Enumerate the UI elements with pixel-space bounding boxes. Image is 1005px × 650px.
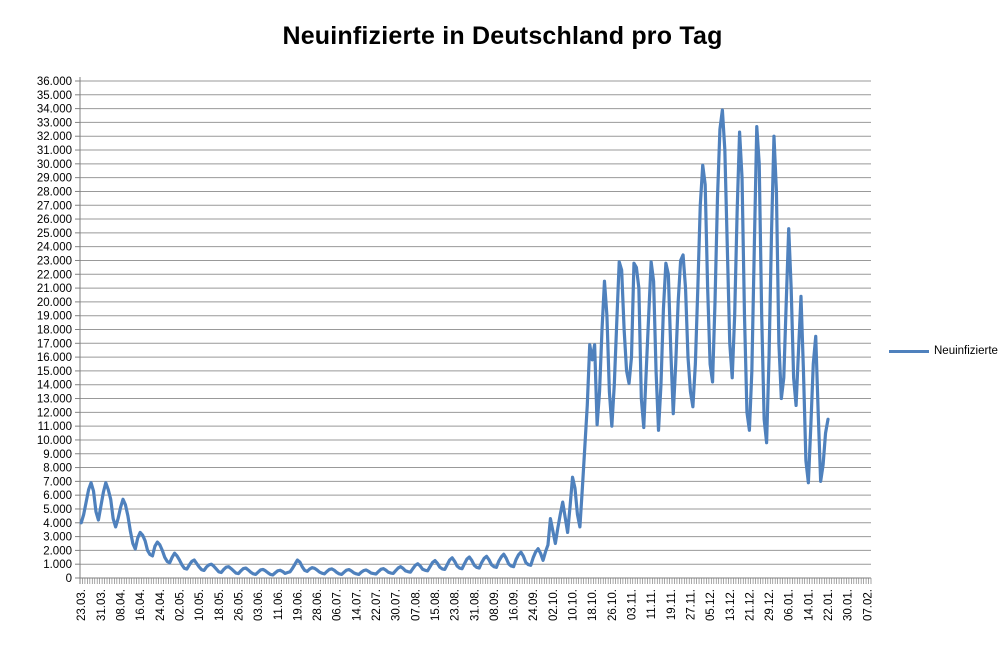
y-axis-label: 16.000 [37, 352, 72, 364]
x-axis-label: 14.07. [351, 589, 363, 621]
x-axis-label: 22.07. [371, 589, 383, 621]
x-axis-label: 03.06. [253, 589, 265, 621]
x-axis-label: 26.05. [233, 589, 245, 621]
y-axis-label: 32.000 [37, 131, 72, 143]
x-axis-label: 21.12. [744, 589, 756, 621]
x-axis-label: 10.10. [568, 589, 580, 621]
x-axis-label: 11.06. [273, 589, 285, 620]
x-axis-label: 03.11. [626, 589, 638, 620]
x-axis-label: 27.11. [685, 589, 697, 620]
x-axis-label: 30.07. [391, 589, 403, 621]
x-axis-label: 23.08. [450, 589, 462, 621]
x-axis-label: 02.05. [174, 589, 186, 621]
legend-series-label: Neuinfizierte [934, 345, 998, 357]
x-axis-label: 08.04. [116, 589, 128, 621]
x-axis-label: 31.03. [96, 589, 108, 621]
legend: Neuinfizierte [889, 345, 998, 357]
y-axis-label: 30.000 [37, 159, 72, 171]
x-axis-label: 29.12. [764, 589, 776, 621]
y-axis-label: 20.000 [37, 297, 72, 309]
y-axis-label: 11.000 [38, 421, 72, 433]
x-axis-label: 16.09. [509, 589, 521, 621]
x-axis-label: 30.01. [843, 589, 855, 621]
chart-title: Neuinfizierte in Deutschland pro Tag [282, 22, 723, 50]
legend-line-swatch [889, 349, 929, 353]
y-axis-label: 28.000 [37, 186, 72, 198]
y-axis-label: 29.000 [37, 173, 72, 185]
x-axis-label: 14.01. [803, 589, 815, 621]
y-axis-label: 12.000 [37, 407, 72, 419]
x-axis-label: 08.09. [489, 589, 501, 621]
y-axis-label: 14.000 [37, 380, 72, 392]
x-axis-label: 24.09. [528, 589, 540, 621]
x-axis-label: 02.10. [548, 589, 560, 621]
x-axis-label: 11.11. [646, 589, 658, 619]
y-axis-label: 0 [66, 573, 72, 585]
x-axis-label: 18.05. [214, 589, 226, 621]
y-axis-label: 25.000 [37, 228, 72, 240]
y-axis-label: 33.000 [37, 117, 72, 129]
y-axis-label: 31.000 [37, 145, 72, 157]
y-axis-label: 21.000 [37, 283, 72, 295]
x-axis-label: 16.04. [135, 589, 147, 621]
y-axis-label: 26.000 [37, 214, 72, 226]
y-axis-label: 5.000 [43, 504, 72, 516]
y-axis-label: 35.000 [37, 90, 72, 102]
y-axis-label: 10.000 [37, 435, 72, 447]
y-axis-label: 17.000 [37, 338, 72, 350]
x-axis-label: 31.08. [469, 589, 481, 621]
x-axis-label: 22.01. [823, 589, 835, 621]
x-axis-label: 07.02. [862, 589, 874, 621]
series-line-neuinfizierte [79, 108, 830, 577]
x-axis-label: 06.07. [332, 589, 344, 621]
x-axis-label: 19.06. [292, 589, 304, 621]
x-axis-label: 06.01. [784, 589, 796, 621]
x-axis-label: 13.12. [725, 589, 737, 621]
y-axis-label: 13.000 [37, 394, 72, 406]
y-axis-label: 15.000 [37, 366, 72, 378]
y-axis-label: 18.000 [37, 325, 72, 337]
y-axis-label: 4.000 [43, 518, 72, 530]
x-axis-label: 26.10. [607, 589, 619, 621]
y-axis-label: 19.000 [37, 311, 72, 323]
y-axis-label: 7.000 [43, 476, 72, 488]
x-axis-label: 10.05. [194, 589, 206, 621]
y-axis-label: 9.000 [43, 449, 72, 461]
x-axis-label: 19.11. [666, 589, 678, 620]
x-axis-label: 07.08. [410, 589, 422, 621]
x-axis-label: 15.08. [430, 589, 442, 621]
y-axis-label: 24.000 [37, 242, 72, 254]
x-axis-label: 23.03. [76, 589, 88, 621]
x-axis-label: 05.12. [705, 589, 717, 621]
x-axis-label: 18.10. [587, 589, 599, 621]
y-axis-label: 34.000 [37, 104, 72, 116]
y-axis-label: 36.000 [37, 76, 72, 88]
y-axis-label: 22.000 [37, 269, 72, 281]
y-axis-label: 3.000 [43, 532, 72, 544]
y-axis-label: 1.000 [43, 559, 72, 571]
y-axis-label: 6.000 [43, 490, 72, 502]
y-axis-label: 8.000 [43, 463, 72, 475]
x-axis-label: 24.04. [155, 589, 167, 621]
y-axis-label: 2.000 [43, 545, 72, 557]
y-axis-label: 23.000 [37, 255, 72, 267]
x-axis-label: 28.06. [312, 589, 324, 621]
y-axis-label: 27.000 [37, 200, 72, 212]
